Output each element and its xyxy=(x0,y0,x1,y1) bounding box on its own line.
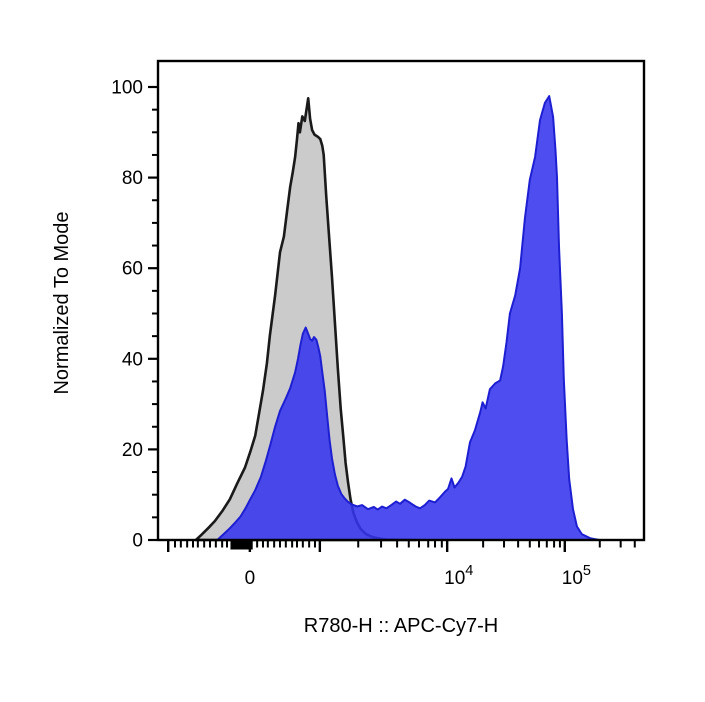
ticks-layer xyxy=(148,85,636,552)
frame-layer xyxy=(156,59,646,542)
series-layer xyxy=(194,95,601,542)
y-axis-tick-label: 40 xyxy=(122,349,143,370)
plot-frame xyxy=(156,59,646,542)
x-axis-tick-label: 0 xyxy=(245,568,256,589)
tick-labels-layer: 0 20 40 60 80 100 0 104 105 xyxy=(111,78,591,590)
series-blue-filled-histogram xyxy=(216,95,601,541)
y-axis-tick-label: 60 xyxy=(122,259,143,280)
y-axis-tick-label: 20 xyxy=(122,440,143,461)
x-axis-tick-label: 104 xyxy=(444,563,473,589)
y-axis-tick-label: 100 xyxy=(111,78,143,99)
y-axis-title: Normalized To Mode xyxy=(51,211,73,394)
x-axis-tick-label: 105 xyxy=(562,563,591,589)
y-axis-tick-label: 0 xyxy=(132,531,143,552)
x-axis-title: R780-H :: APC-Cy7-H xyxy=(304,615,499,637)
y-axis-tick-label: 80 xyxy=(122,168,143,189)
